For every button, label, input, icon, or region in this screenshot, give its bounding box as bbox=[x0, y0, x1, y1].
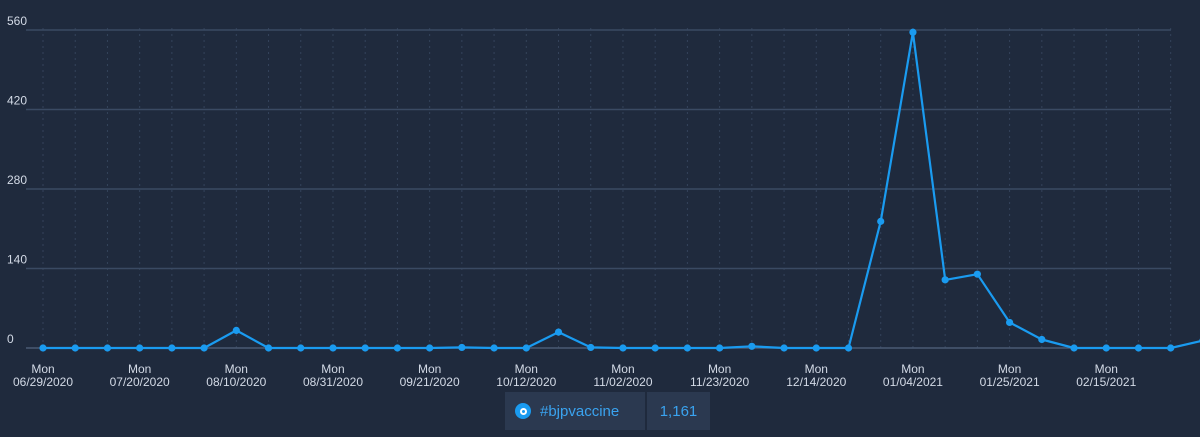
data-point[interactable] bbox=[200, 344, 208, 352]
legend-series-name: #bjpvaccine bbox=[540, 402, 620, 420]
legend-item-bjpvaccine[interactable]: #bjpvaccine bbox=[505, 392, 645, 430]
data-point[interactable] bbox=[71, 344, 79, 352]
y-tick-label: 140 bbox=[7, 253, 27, 267]
x-tick-label-day: Mon bbox=[805, 362, 828, 376]
data-point[interactable] bbox=[39, 344, 47, 352]
x-tick-label-day: Mon bbox=[998, 362, 1021, 376]
data-point[interactable] bbox=[619, 344, 627, 352]
data-point[interactable] bbox=[748, 342, 756, 350]
legend-marker-icon bbox=[515, 403, 531, 419]
data-point[interactable] bbox=[1006, 318, 1014, 327]
data-point[interactable] bbox=[361, 344, 369, 352]
series-bjpvaccine bbox=[39, 28, 1200, 352]
data-point[interactable] bbox=[941, 276, 949, 284]
data-point[interactable] bbox=[1070, 344, 1078, 352]
data-point[interactable] bbox=[877, 217, 885, 225]
data-point[interactable] bbox=[522, 344, 530, 352]
data-point[interactable] bbox=[136, 344, 144, 352]
x-tick-label-date: 12/14/2020 bbox=[786, 375, 846, 389]
data-point[interactable] bbox=[232, 326, 240, 334]
data-point[interactable] bbox=[168, 344, 176, 352]
x-tick-label-day: Mon bbox=[708, 362, 731, 376]
y-tick-label: 280 bbox=[7, 173, 27, 187]
data-point[interactable] bbox=[490, 344, 498, 352]
horizontal-grid bbox=[26, 29, 1171, 349]
data-point[interactable] bbox=[716, 344, 724, 352]
x-tick-label-date: 11/23/2020 bbox=[690, 375, 749, 389]
legend-total-value: 1,161 bbox=[659, 402, 698, 420]
x-tick-label-day: Mon bbox=[128, 362, 151, 376]
data-point[interactable] bbox=[426, 344, 434, 352]
x-axis-labels: Mon06/29/2020Mon07/20/2020Mon08/10/2020M… bbox=[13, 362, 1137, 389]
data-point[interactable] bbox=[587, 343, 595, 352]
x-tick-label-date: 08/10/2020 bbox=[206, 375, 266, 389]
data-point[interactable] bbox=[683, 344, 692, 352]
data-point[interactable] bbox=[554, 328, 563, 336]
data-point[interactable] bbox=[393, 344, 402, 352]
x-tick-label-day: Mon bbox=[611, 362, 634, 376]
data-point[interactable] bbox=[297, 344, 305, 352]
data-point[interactable] bbox=[909, 28, 917, 36]
data-point[interactable] bbox=[1038, 335, 1046, 344]
x-tick-label-day: Mon bbox=[31, 362, 54, 376]
x-tick-label-day: Mon bbox=[418, 362, 441, 376]
series-line bbox=[43, 31, 1200, 350]
x-tick-label-date: 07/20/2020 bbox=[110, 375, 170, 389]
vertical-grid bbox=[42, 28, 1172, 348]
data-point[interactable] bbox=[458, 343, 466, 352]
data-point[interactable] bbox=[1167, 344, 1175, 352]
data-point[interactable] bbox=[844, 344, 853, 352]
x-tick-label-date: 06/29/2020 bbox=[13, 375, 73, 389]
x-tick-label-date: 01/04/2021 bbox=[883, 375, 943, 389]
data-point[interactable] bbox=[103, 344, 112, 352]
data-point[interactable] bbox=[651, 344, 659, 352]
data-point[interactable] bbox=[1134, 344, 1143, 352]
data-point[interactable] bbox=[780, 344, 788, 352]
y-tick-label: 560 bbox=[7, 14, 27, 28]
x-tick-label-date: 01/25/2021 bbox=[980, 375, 1040, 389]
legend-series-total: 1,161 bbox=[647, 392, 710, 430]
y-tick-label: 420 bbox=[7, 94, 27, 108]
x-tick-label-date: 08/31/2020 bbox=[303, 375, 363, 389]
y-axis-labels: 0 140 280 420 560 bbox=[7, 14, 27, 346]
y-tick-label: 0 bbox=[7, 332, 14, 346]
data-point[interactable] bbox=[973, 270, 981, 278]
data-point[interactable] bbox=[264, 344, 273, 352]
x-tick-label-date: 02/15/2021 bbox=[1076, 375, 1136, 389]
x-tick-label-date: 09/21/2020 bbox=[400, 375, 460, 389]
data-point[interactable] bbox=[1102, 344, 1110, 352]
x-tick-label-date: 11/02/2020 bbox=[593, 375, 652, 389]
x-tick-label-day: Mon bbox=[225, 362, 248, 376]
x-tick-label-date: 10/12/2020 bbox=[496, 375, 556, 389]
legend: #bjpvaccine 1,161 bbox=[505, 392, 710, 430]
data-point[interactable] bbox=[812, 344, 820, 352]
x-tick-label-day: Mon bbox=[1095, 362, 1118, 376]
x-tick-label-day: Mon bbox=[321, 362, 344, 376]
x-tick-label-day: Mon bbox=[515, 362, 538, 376]
data-point[interactable] bbox=[329, 344, 337, 352]
x-tick-label-day: Mon bbox=[901, 362, 924, 376]
